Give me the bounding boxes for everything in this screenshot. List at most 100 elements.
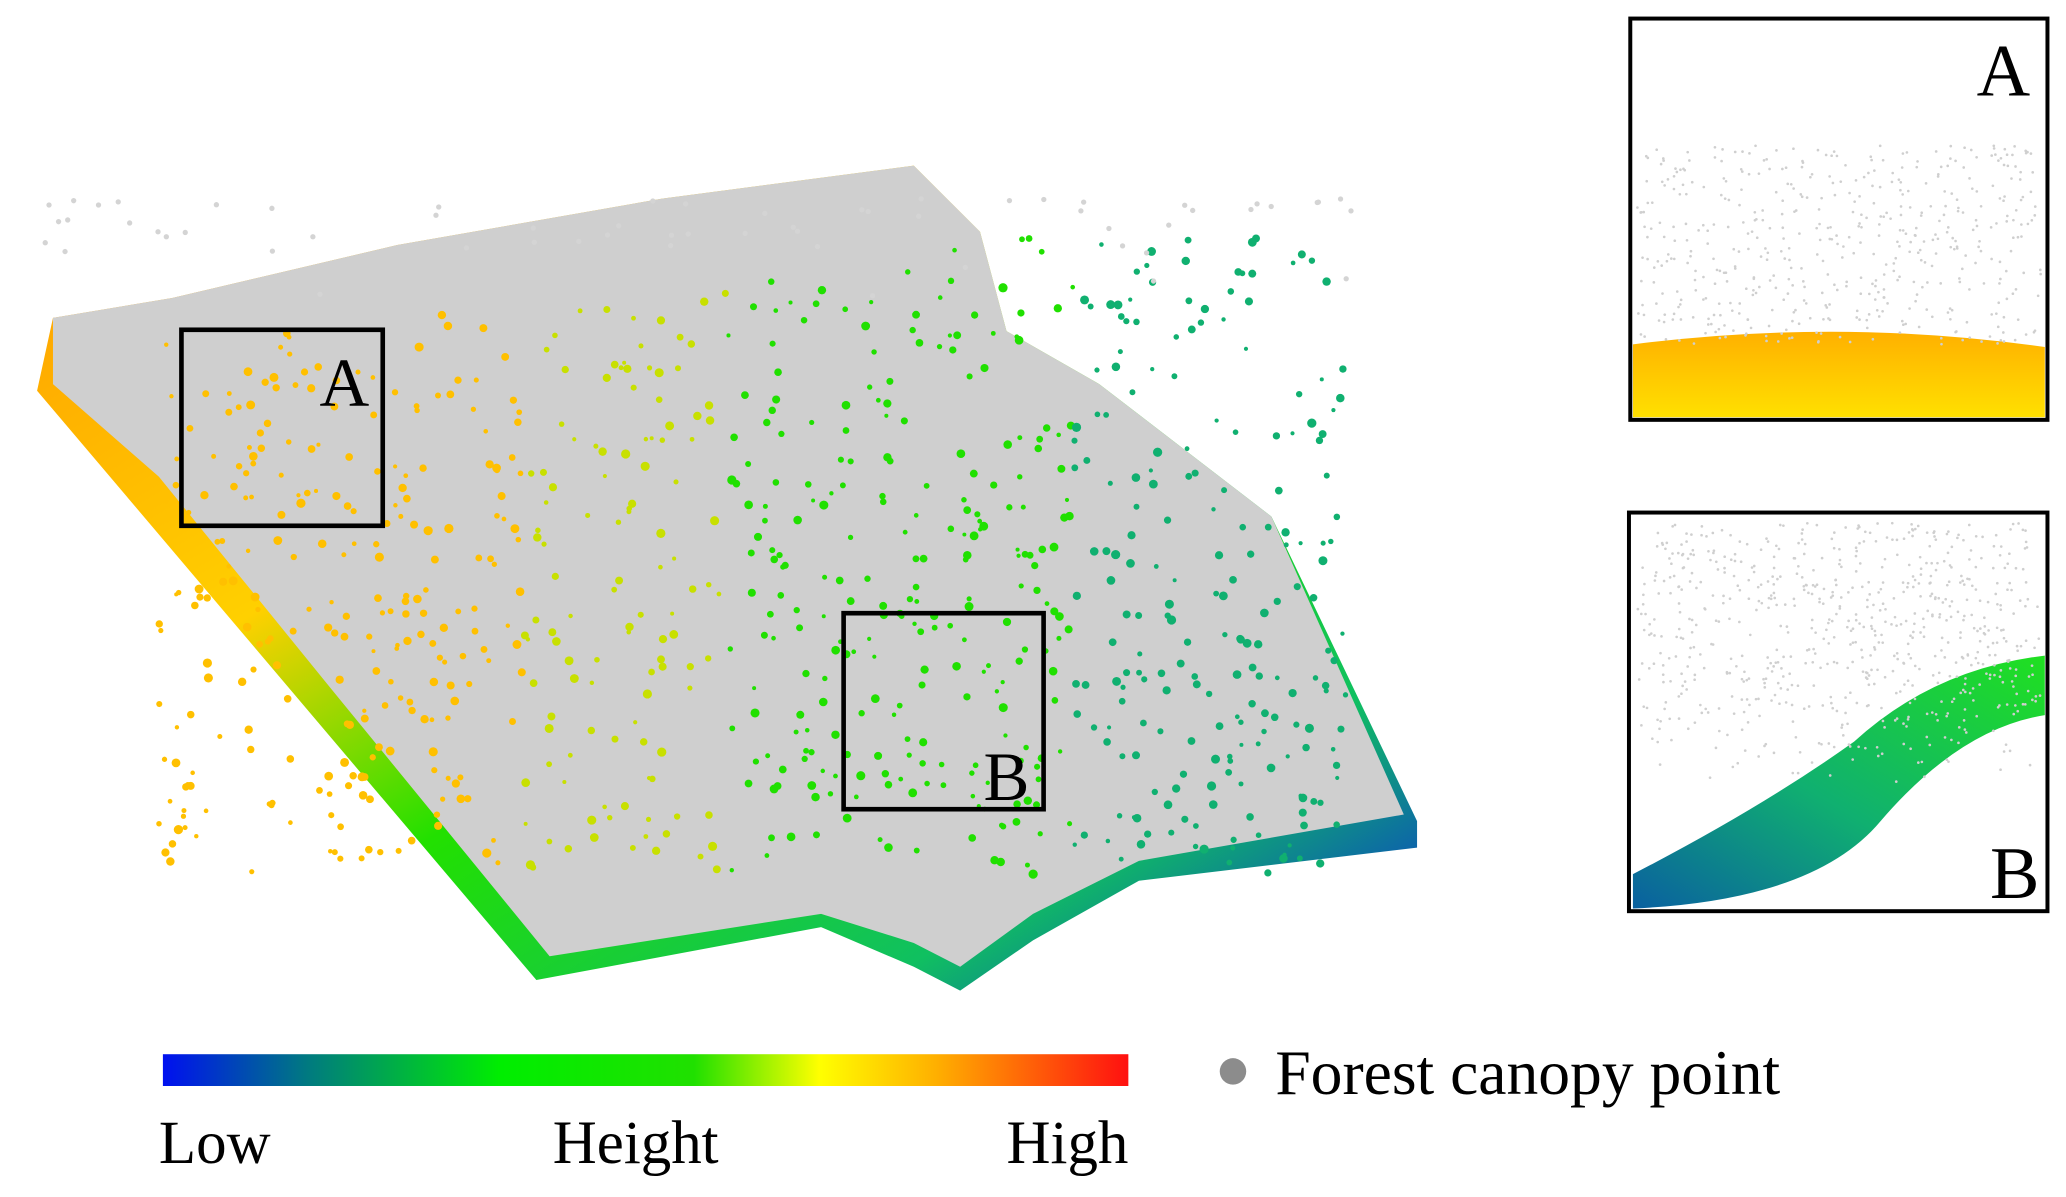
canopy-speck: [1652, 266, 1656, 269]
canopy-speck: [1801, 161, 1805, 164]
canopy-speck: [1685, 238, 1689, 242]
region-box: [841, 610, 1046, 812]
canopy-speck: [1988, 335, 1992, 338]
ground-speck: [603, 305, 611, 314]
canopy-speck: [1943, 190, 1947, 193]
ground-speck: [1285, 754, 1290, 759]
canopy-speck: [1898, 275, 1901, 279]
ground-speck: [1107, 480, 1113, 486]
ground-speck: [804, 481, 812, 488]
canopy-speck: [1776, 681, 1780, 685]
canopy-speck: [1697, 229, 1700, 232]
ground-speck: [1322, 277, 1331, 286]
canopy-speck: [1680, 543, 1683, 546]
canopy-speck: [1677, 627, 1681, 631]
canopy-speck: [1686, 727, 1690, 731]
canopy-speck: [1822, 317, 1825, 321]
ground-speck: [246, 400, 256, 410]
canopy-speck: [1802, 707, 1806, 711]
canopy-speck: [1913, 527, 1917, 531]
ground-speck: [1171, 373, 1178, 380]
canopy-speck: [2024, 639, 2028, 643]
canopy-speck: [1787, 246, 1791, 250]
canopy-speck: [1840, 726, 1844, 729]
ground-speck: [1298, 808, 1307, 817]
canopy-speck: [1717, 327, 1721, 331]
canopy-speck: [2024, 333, 2028, 336]
canopy-speck: [1717, 707, 1721, 710]
ground-speck: [391, 389, 399, 396]
ground-speck: [811, 498, 816, 503]
canopy-speck: [1950, 738, 1953, 742]
ground-speck: [918, 681, 926, 689]
ground-speck: [331, 849, 338, 856]
canopy-speck: [1774, 190, 1778, 194]
canopy-speck: [616, 223, 622, 229]
canopy-speck: [1676, 551, 1680, 555]
canopy-speck: [1936, 175, 1940, 178]
canopy-speck: [1908, 206, 1912, 209]
canopy-speck: [2002, 340, 2006, 343]
ground-speck: [263, 419, 272, 428]
canopy-speck: [1946, 164, 1950, 168]
ground-speck: [1283, 542, 1289, 548]
canopy-speck: [1936, 172, 1940, 176]
canopy-speck: [1929, 594, 1932, 598]
ground-speck: [1191, 469, 1199, 477]
canopy-speck: [1810, 618, 1814, 622]
canopy-speck: [1962, 538, 1965, 542]
ground-speck: [676, 333, 684, 341]
ground-speck: [171, 758, 181, 768]
ground-speck: [235, 463, 243, 470]
canopy-speck: [2006, 588, 2009, 592]
ground-speck: [486, 658, 492, 664]
canopy-speck: [1955, 198, 1959, 202]
ground-speck: [662, 830, 671, 838]
canopy-speck: [1934, 712, 1938, 716]
canopy-speck: [1995, 581, 1999, 585]
ground-speck: [186, 509, 192, 516]
canopy-speck: [1942, 213, 1946, 217]
ground-speck: [1232, 429, 1239, 436]
canopy-speck: [1922, 635, 1926, 639]
canopy-speck: [1780, 332, 1783, 335]
canopy-speck: [1829, 225, 1832, 229]
ground-speck: [527, 470, 535, 477]
ground-speck: [1131, 815, 1137, 820]
canopy-speck: [1739, 560, 1743, 564]
canopy-speck: [1895, 553, 1899, 557]
canopy-speck: [1640, 210, 1643, 214]
ground-speck: [548, 628, 557, 637]
canopy-speck: [1996, 325, 2000, 329]
canopy-speck: [1994, 153, 1997, 156]
ground-speck: [286, 755, 295, 763]
ground-speck: [1227, 288, 1235, 295]
canopy-speck: [1772, 591, 1776, 595]
canopy-speck: [2033, 214, 2037, 217]
canopy-speck: [1772, 566, 1776, 570]
ground-speck: [1131, 473, 1141, 482]
ground-speck: [1176, 659, 1185, 668]
canopy-speck: [1913, 578, 1917, 582]
canopy-speck: [1902, 537, 1906, 541]
canopy-speck: [1733, 150, 1737, 154]
canopy-speck: [1707, 549, 1710, 553]
ground-speck: [949, 346, 957, 354]
canopy-speck: [2014, 288, 2018, 291]
canopy-speck: [1677, 585, 1681, 588]
canopy-speck: [1762, 159, 1766, 162]
ground-speck: [1261, 728, 1267, 735]
canopy-speck: [1960, 267, 1964, 271]
canopy-speck: [1905, 151, 1909, 154]
canopy-speck: [1732, 329, 1735, 332]
ground-speck: [190, 770, 195, 776]
canopy-speck: [794, 228, 801, 234]
canopy-speck: [1706, 242, 1710, 245]
canopy-speck: [1636, 607, 1640, 611]
ground-speck: [712, 865, 721, 874]
inset-frame: [1628, 16, 2050, 422]
ground-speck: [169, 394, 174, 399]
ground-speck: [842, 427, 850, 434]
ground-speck: [492, 463, 501, 473]
canopy-speck: [1740, 728, 1744, 732]
